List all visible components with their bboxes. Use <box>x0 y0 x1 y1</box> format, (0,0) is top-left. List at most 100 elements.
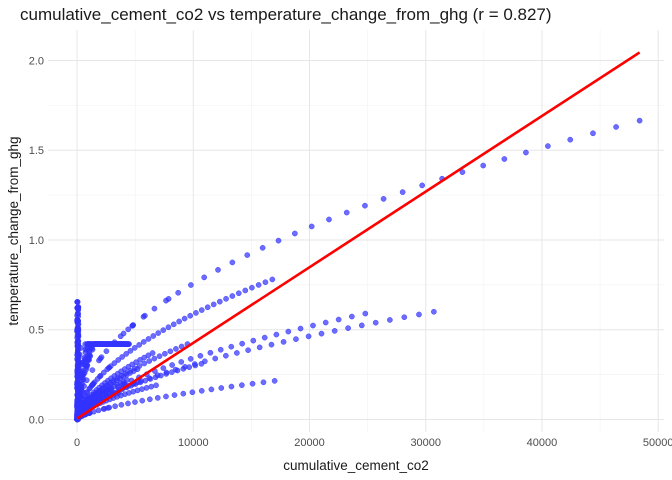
data-point <box>165 296 172 302</box>
data-point <box>106 386 113 392</box>
data-point <box>235 290 242 297</box>
data-point <box>249 284 255 291</box>
data-point <box>152 374 159 381</box>
data-point <box>229 293 236 299</box>
data-point <box>156 353 163 360</box>
data-point <box>74 373 81 380</box>
data-point <box>239 382 245 388</box>
data-point <box>343 209 350 216</box>
data-point <box>262 279 269 286</box>
data-point <box>142 377 149 384</box>
data-point <box>326 216 332 223</box>
data-point <box>77 383 84 390</box>
x-tick-label: 10000 <box>178 437 209 449</box>
data-point <box>155 330 162 336</box>
data-point <box>160 365 167 371</box>
data-point <box>151 305 158 312</box>
data-point <box>223 295 229 302</box>
data-point <box>233 350 240 356</box>
data-point <box>501 156 508 162</box>
data-point <box>131 345 138 351</box>
data-point <box>157 372 164 379</box>
data-point <box>431 308 437 315</box>
data-point <box>293 336 299 342</box>
data-point <box>193 310 199 316</box>
data-point <box>259 244 266 251</box>
data-point <box>245 347 251 354</box>
data-point <box>181 315 188 322</box>
data-point <box>148 383 155 390</box>
data-point <box>215 267 221 273</box>
data-point <box>151 355 158 362</box>
data-point <box>115 357 122 363</box>
data-point <box>228 383 235 390</box>
y-tick-label: 2.0 <box>29 56 44 68</box>
data-point <box>173 346 179 352</box>
data-point <box>198 307 205 313</box>
data-point <box>97 373 103 380</box>
data-point <box>136 342 143 348</box>
x-tick-label: 30000 <box>410 437 441 449</box>
data-point <box>134 366 141 373</box>
data-point <box>636 117 643 124</box>
data-point <box>163 393 169 400</box>
data-point <box>145 336 152 342</box>
data-point <box>401 314 408 321</box>
x-tick-label: 0 <box>74 437 80 449</box>
y-tick-label: 0.0 <box>29 414 44 426</box>
data-point <box>345 325 351 331</box>
data-point <box>175 289 182 296</box>
data-point <box>250 337 257 344</box>
data-point <box>76 351 83 358</box>
data-point <box>103 348 110 355</box>
data-point <box>123 351 130 357</box>
data-point <box>125 326 132 333</box>
data-point <box>74 304 81 311</box>
data-point <box>207 349 214 356</box>
data-point <box>308 223 315 230</box>
data-point <box>132 399 138 405</box>
grid <box>48 30 664 432</box>
data-point <box>163 371 170 377</box>
data-point <box>115 341 122 347</box>
data-point <box>178 359 185 365</box>
data-point <box>75 328 82 335</box>
data-point <box>208 386 215 393</box>
data-point <box>162 350 168 357</box>
data-point <box>160 327 167 333</box>
data-point <box>103 341 110 347</box>
data-point <box>74 406 81 413</box>
data-point <box>198 360 205 367</box>
data-point <box>75 318 82 325</box>
data-point <box>280 339 287 345</box>
data-point <box>149 350 156 356</box>
fit-line-group <box>76 51 641 420</box>
data-point <box>358 322 365 329</box>
data-point <box>75 333 82 340</box>
data-point <box>399 189 406 195</box>
data-point <box>204 304 211 311</box>
data-point <box>129 322 136 329</box>
data-point <box>167 348 174 355</box>
data-point <box>139 397 146 404</box>
data-point <box>419 182 426 189</box>
data-point <box>84 389 90 396</box>
data-point <box>545 143 551 149</box>
data-point <box>271 378 278 384</box>
y-tick-label: 0.5 <box>29 325 44 337</box>
data-point <box>567 136 574 143</box>
data-point <box>380 196 387 202</box>
y-axis-title: temperature_change_from_ghg <box>6 136 21 325</box>
data-point <box>201 274 208 281</box>
data-point <box>261 334 268 341</box>
data-point <box>242 287 249 294</box>
data-point <box>372 319 379 326</box>
data-point <box>192 362 199 369</box>
data-point <box>87 385 93 391</box>
data-point <box>217 346 224 353</box>
chart-title: cumulative_cement_co2 vs temperature_cha… <box>20 5 552 24</box>
data-point <box>188 282 194 288</box>
data-point <box>98 354 105 361</box>
data-point <box>140 339 147 345</box>
data-point <box>142 312 148 319</box>
